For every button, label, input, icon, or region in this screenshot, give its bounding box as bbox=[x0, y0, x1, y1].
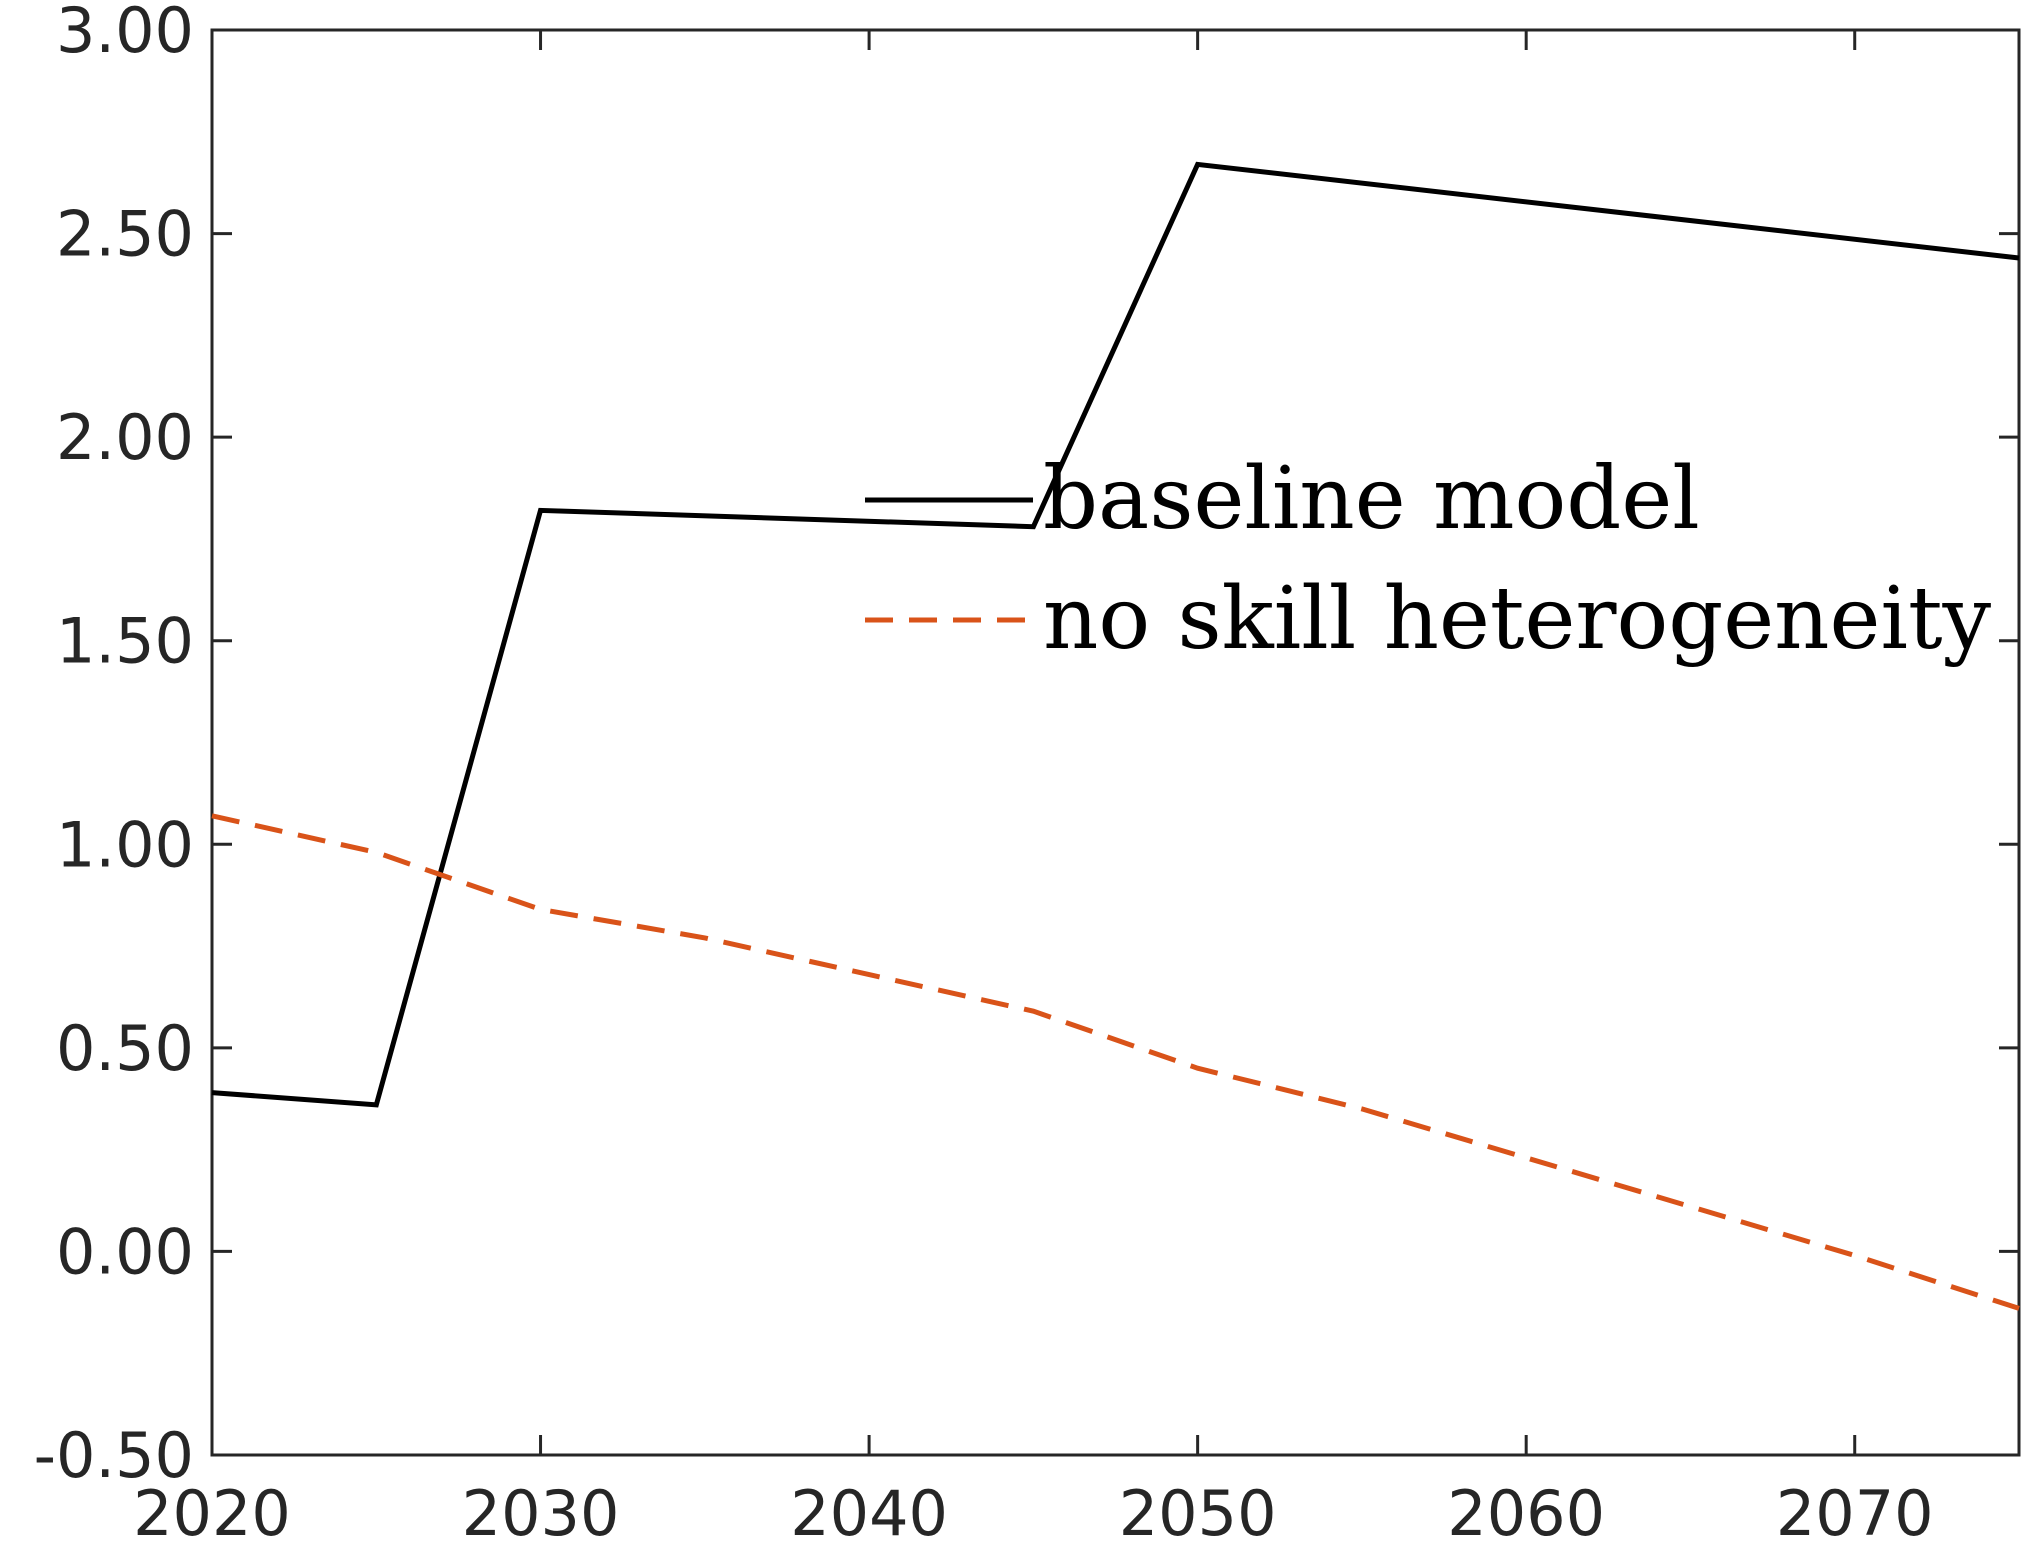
y-axis: -0.50 0.00 0.50 1.00 1.50 2.00 2.50 3.00 bbox=[34, 0, 2019, 1492]
x-tick-label: 2060 bbox=[1447, 1477, 1605, 1550]
plot-area bbox=[210, 28, 2021, 1457]
y-tick-label: 1.50 bbox=[56, 605, 194, 678]
legend: baseline model no skill heterogeneity bbox=[865, 449, 1992, 669]
x-tick-label: 2040 bbox=[790, 1477, 948, 1550]
series-layer bbox=[211, 161, 2020, 1311]
legend-label-1: baseline model bbox=[1043, 449, 1700, 549]
y-tick-label: 0.50 bbox=[56, 1012, 194, 1085]
y-tick-label: 3.00 bbox=[56, 0, 194, 67]
y-tick-label: -0.50 bbox=[34, 1419, 194, 1492]
y-tick-label: 1.00 bbox=[56, 808, 194, 881]
x-tick-label: 2030 bbox=[462, 1477, 620, 1550]
y-tick-label: 0.00 bbox=[56, 1215, 194, 1288]
axes-frame bbox=[210, 28, 2021, 1457]
legend-label-2: no skill heterogeneity bbox=[1043, 569, 1992, 669]
x-axis: 2020 2030 2040 2050 2060 2070 bbox=[133, 30, 1934, 1550]
x-tick-label: 2050 bbox=[1119, 1477, 1277, 1550]
y-tick-label: 2.00 bbox=[56, 401, 194, 474]
series-line-1 bbox=[211, 161, 2020, 1108]
x-tick-label: 2020 bbox=[133, 1477, 291, 1550]
series-line-2 bbox=[211, 813, 2020, 1311]
y-tick-label: 2.50 bbox=[56, 198, 194, 271]
x-tick-label: 2070 bbox=[1776, 1477, 1934, 1550]
